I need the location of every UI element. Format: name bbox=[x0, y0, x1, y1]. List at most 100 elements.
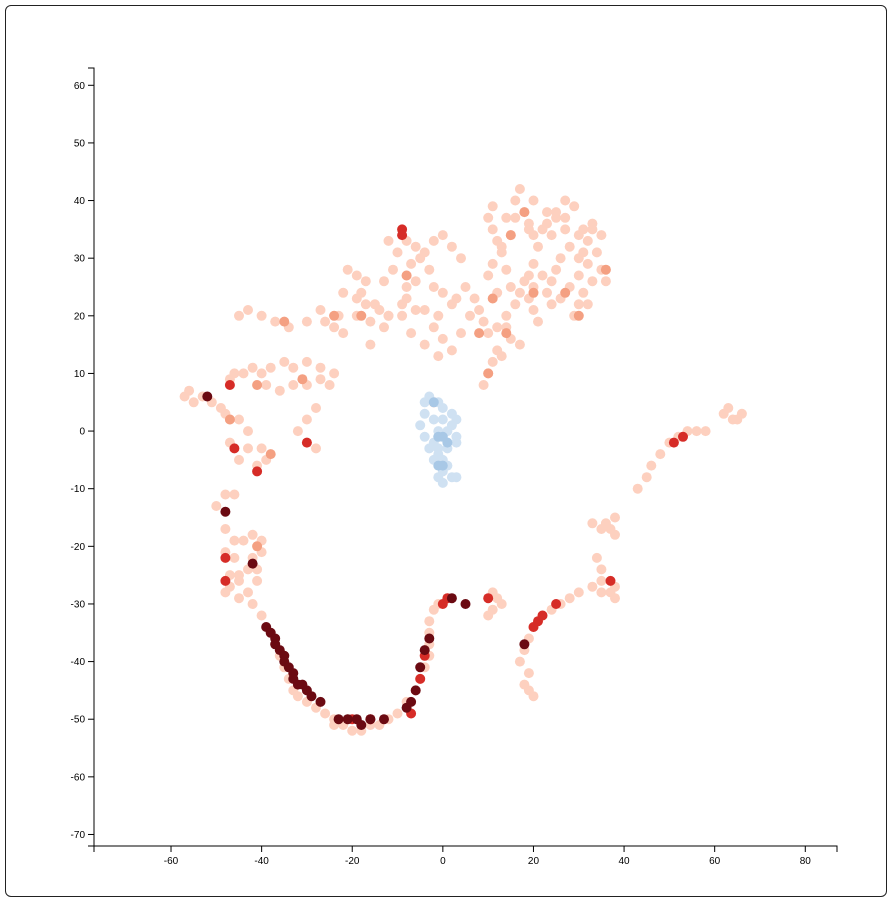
scatter-point-light_pink-28 bbox=[460, 282, 471, 292]
scatter-point-light_pink-167 bbox=[288, 380, 299, 390]
scatter-point-light_pink-34 bbox=[501, 310, 512, 321]
scatter-point-dark_red-2 bbox=[247, 558, 258, 569]
scatter-point-light_pink-179 bbox=[256, 443, 267, 454]
scatter-point-light_pink-161 bbox=[301, 356, 312, 367]
scatter-point-light_pink-114 bbox=[379, 276, 389, 287]
scatter-point-dark_red-31 bbox=[460, 599, 471, 609]
scatter-point-light_pink-175 bbox=[243, 443, 253, 454]
scatter-point-light_pink-98 bbox=[546, 230, 557, 241]
scatter-point-light_pink-100 bbox=[569, 201, 580, 212]
scatter-point-light_pink-3 bbox=[456, 253, 466, 264]
y-tick-label: -60 bbox=[71, 772, 86, 783]
scatter-point-light_pink-33 bbox=[492, 322, 503, 333]
scatter-point-light_pink-127 bbox=[329, 322, 340, 333]
scatter-point-red-18 bbox=[537, 610, 548, 621]
scatter-point-light_pink-1 bbox=[437, 230, 448, 241]
scatter-point-light_pink-204 bbox=[247, 599, 258, 609]
scatter-point-dark_red-21 bbox=[356, 720, 367, 730]
scatter-point-light_pink-84 bbox=[573, 270, 584, 281]
scatter-point-light_pink-53 bbox=[528, 305, 539, 315]
scatter-point-light_pink-231 bbox=[424, 616, 435, 627]
scatter-point-light_pink-97 bbox=[537, 224, 548, 235]
scatter-point-light_blue-11 bbox=[419, 431, 430, 442]
scatter-point-blue-4 bbox=[437, 460, 448, 471]
scatter-point-light_pink-267 bbox=[610, 529, 620, 540]
scatter-point-light_pink-282 bbox=[732, 414, 743, 425]
scatter-point-light_pink-31 bbox=[478, 316, 489, 327]
scatter-point-light_pink-77 bbox=[555, 253, 566, 264]
scatter-point-light_blue-29 bbox=[451, 437, 462, 448]
scatter-point-light_blue-18 bbox=[424, 443, 435, 454]
scatter-point-light_pink-215 bbox=[320, 708, 331, 719]
scatter-point-salmon-11 bbox=[501, 328, 512, 339]
scatter-point-light_pink-172 bbox=[292, 426, 303, 437]
scatter-point-light_pink-198 bbox=[252, 575, 263, 586]
scatter-point-dark_red-32 bbox=[519, 639, 530, 650]
x-tick-label: 20 bbox=[528, 856, 540, 867]
scatter-point-light_pink-64 bbox=[510, 212, 521, 223]
scatter-point-light_pink-271 bbox=[646, 460, 657, 471]
scatter-point-light_pink-111 bbox=[383, 235, 394, 246]
scatter-point-blue-2 bbox=[442, 437, 453, 448]
scatter-point-light_pink-93 bbox=[578, 287, 589, 298]
x-tick-label: -60 bbox=[164, 856, 179, 867]
scatter-point-light_pink-169 bbox=[261, 380, 272, 390]
scatter-point-light_pink-30 bbox=[474, 305, 485, 315]
scatter-point-light_pink-24 bbox=[446, 345, 457, 356]
scatter-point-light_pink-154 bbox=[229, 368, 240, 379]
scatter-point-light_pink-23 bbox=[433, 351, 444, 362]
scatter-point-light_pink-142 bbox=[356, 287, 367, 298]
scatter-point-salmon-0 bbox=[224, 414, 235, 425]
scatter-point-light_pink-182 bbox=[211, 501, 222, 511]
scatter-point-salmon-2 bbox=[265, 449, 276, 460]
y-tick-label: -70 bbox=[71, 830, 86, 841]
scatter-point-light_pink-32 bbox=[483, 328, 494, 339]
scatter-point-light_pink-117 bbox=[406, 328, 417, 339]
scatter-point-light_pink-122 bbox=[270, 316, 281, 327]
scatter-point-light_pink-67 bbox=[487, 224, 498, 235]
scatter-point-light_pink-187 bbox=[238, 535, 249, 546]
scatter-point-light_pink-241 bbox=[496, 599, 507, 609]
scatter-point-light_pink-223 bbox=[392, 708, 403, 719]
scatter-point-light_pink-104 bbox=[523, 224, 534, 235]
scatter-point-light_pink-125 bbox=[315, 305, 326, 315]
x-tick-label: -40 bbox=[254, 856, 269, 867]
scatter-point-light_pink-108 bbox=[587, 218, 598, 229]
scatter-point-light_pink-80 bbox=[542, 287, 552, 298]
scatter-point-dark_red-18 bbox=[333, 714, 344, 725]
scatter-point-light_pink-272 bbox=[655, 449, 666, 460]
scatter-point-light_blue-16 bbox=[437, 414, 448, 425]
scatter-point-light_pink-268 bbox=[600, 518, 611, 529]
scatter-point-light_pink-176 bbox=[234, 454, 244, 465]
scatter-point-light_pink-14 bbox=[424, 264, 435, 275]
scatter-point-light_pink-118 bbox=[419, 339, 430, 350]
scatter-point-light_pink-132 bbox=[374, 305, 385, 315]
scatter-point-red-2 bbox=[224, 380, 235, 390]
scatter-point-light_pink-45 bbox=[514, 339, 525, 350]
scatter-point-light_pink-134 bbox=[379, 322, 389, 333]
scatter-point-light_pink-78 bbox=[551, 264, 562, 275]
scatter-point-light_blue-28 bbox=[433, 443, 444, 454]
scatter-point-light_pink-152 bbox=[234, 414, 244, 425]
scatter-point-light_pink-96 bbox=[582, 299, 593, 310]
y-axis: 60 50 40 30 20 10 0 -10 -20 -30 -40 -50 -60 -70 bbox=[71, 67, 95, 847]
scatter-point-dark_red-27 bbox=[415, 662, 426, 673]
scatter-point-light_blue-3 bbox=[437, 403, 448, 413]
scatter-point-light_pink-112 bbox=[392, 247, 403, 258]
scatter-point-light_pink-27 bbox=[451, 293, 462, 304]
scatter-point-light_pink-160 bbox=[288, 362, 299, 373]
scatter-point-salmon-4 bbox=[297, 374, 308, 385]
scatter-point-light_pink-255 bbox=[587, 581, 598, 592]
x-tick-label: 80 bbox=[800, 856, 812, 867]
scatter-point-light_pink-126 bbox=[320, 316, 331, 327]
scatter-point-light_pink-22 bbox=[437, 333, 448, 344]
scatter-point-light_pink-277 bbox=[700, 426, 711, 437]
scatter-point-light_pink-119 bbox=[234, 310, 244, 321]
scatter-point-light_pink-184 bbox=[229, 489, 240, 500]
scatter-point-dark_red-28 bbox=[419, 645, 430, 656]
scatter-point-salmon-9 bbox=[487, 293, 498, 304]
scatter-point-light_pink-69 bbox=[487, 201, 498, 212]
scatter-point-light_pink-141 bbox=[338, 287, 349, 298]
scatter-point-light_pink-49 bbox=[478, 380, 489, 390]
scatter-point-blue-5 bbox=[428, 397, 439, 408]
